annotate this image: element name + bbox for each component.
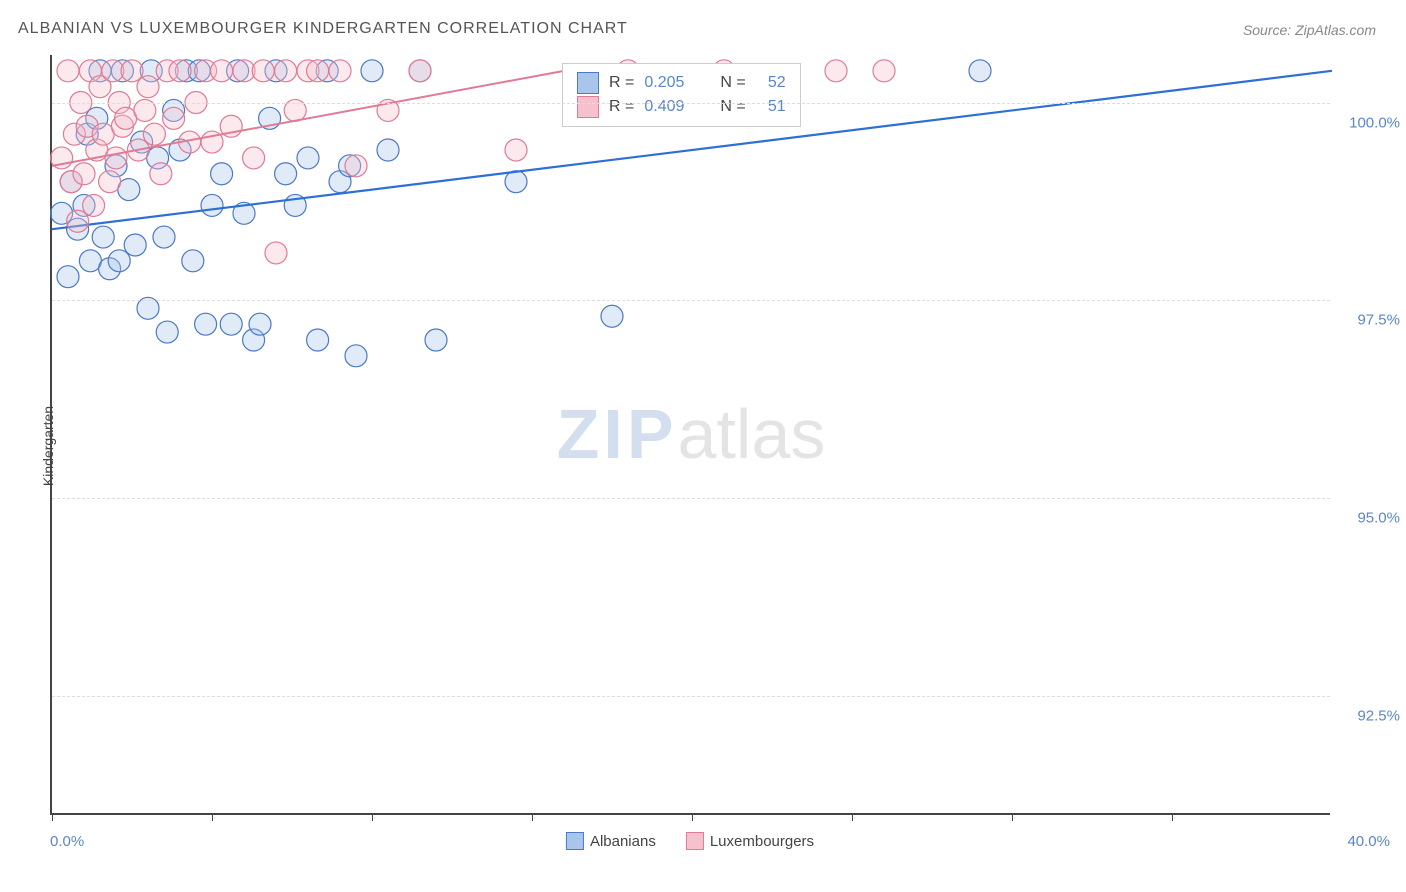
data-point [211, 60, 233, 82]
data-point [195, 313, 217, 335]
data-point [377, 139, 399, 161]
data-point [297, 147, 319, 169]
r-value-luxembourgers: 0.409 [644, 98, 702, 116]
x-tick [852, 813, 853, 821]
data-point [329, 60, 351, 82]
data-point [425, 329, 447, 351]
x-tick [212, 813, 213, 821]
data-point [57, 60, 79, 82]
n-label: N = [720, 74, 745, 92]
data-point [249, 313, 271, 335]
data-point [201, 194, 223, 216]
data-point [83, 194, 105, 216]
data-point [182, 250, 204, 272]
x-tick [1012, 813, 1013, 821]
data-point [825, 60, 847, 82]
x-tick [692, 813, 693, 821]
r-label: R = [609, 98, 634, 116]
r-label: R = [609, 74, 634, 92]
gridline [52, 300, 1330, 301]
data-point [275, 60, 297, 82]
data-point [220, 313, 242, 335]
data-point [163, 107, 185, 129]
data-point [92, 226, 114, 248]
data-point [153, 226, 175, 248]
data-point [252, 60, 274, 82]
data-point [67, 210, 89, 232]
series-legend: Albanians Luxembourgers [566, 832, 814, 850]
chart-title: ALBANIAN VS LUXEMBOURGER KINDERGARTEN CO… [18, 20, 628, 38]
n-value-luxembourgers: 51 [756, 98, 786, 116]
y-tick-label: 100.0% [1349, 114, 1400, 131]
data-point [409, 60, 431, 82]
data-point [105, 147, 127, 169]
swatch-luxembourgers [577, 96, 599, 118]
data-point [108, 250, 130, 272]
y-tick-label: 97.5% [1357, 312, 1400, 329]
data-point [73, 163, 95, 185]
n-label: N = [720, 98, 745, 116]
correlation-row-albanians: R = 0.205 N = 52 [577, 72, 786, 94]
legend-label-albanians: Albanians [590, 833, 656, 850]
x-axis-max-label: 40.0% [1347, 833, 1390, 850]
data-point [345, 155, 367, 177]
scatter-plot-svg [52, 55, 1330, 813]
gridline [52, 696, 1330, 697]
legend-swatch-albanians [566, 832, 584, 850]
swatch-albanians [577, 72, 599, 94]
plot-area: ZIPatlas R = 0.205 N = 52 R = 0.409 N = … [50, 55, 1330, 815]
legend-item-luxembourgers: Luxembourgers [686, 832, 814, 850]
x-axis-min-label: 0.0% [50, 833, 84, 850]
data-point [601, 305, 623, 327]
data-point [150, 163, 172, 185]
data-point [265, 242, 287, 264]
data-point [873, 60, 895, 82]
data-point [243, 147, 265, 169]
gridline [52, 103, 1330, 104]
r-value-albanians: 0.205 [644, 74, 702, 92]
data-point [307, 329, 329, 351]
x-tick [52, 813, 53, 821]
data-point [143, 123, 165, 145]
chart-container: ZIPatlas R = 0.205 N = 52 R = 0.409 N = … [50, 55, 1330, 815]
data-point [57, 266, 79, 288]
gridline [52, 498, 1330, 499]
x-tick [532, 813, 533, 821]
source-label: Source: ZipAtlas.com [1243, 22, 1376, 38]
correlation-row-luxembourgers: R = 0.409 N = 51 [577, 96, 786, 118]
data-point [345, 345, 367, 367]
data-point [505, 171, 527, 193]
legend-label-luxembourgers: Luxembourgers [710, 833, 814, 850]
x-tick [1172, 813, 1173, 821]
data-point [99, 171, 121, 193]
x-tick [372, 813, 373, 821]
legend-swatch-luxembourgers [686, 832, 704, 850]
y-tick-label: 95.0% [1357, 510, 1400, 527]
data-point [275, 163, 297, 185]
data-point [124, 234, 146, 256]
data-point [361, 60, 383, 82]
data-point [156, 321, 178, 343]
n-value-albanians: 52 [756, 74, 786, 92]
data-point [169, 60, 191, 82]
data-point [505, 139, 527, 161]
data-point [969, 60, 991, 82]
data-point [307, 60, 329, 82]
legend-item-albanians: Albanians [566, 832, 656, 850]
data-point [137, 76, 159, 98]
data-point [121, 60, 143, 82]
data-point [211, 163, 233, 185]
correlation-legend: R = 0.205 N = 52 R = 0.409 N = 51 [562, 63, 801, 127]
y-tick-label: 92.5% [1357, 708, 1400, 725]
